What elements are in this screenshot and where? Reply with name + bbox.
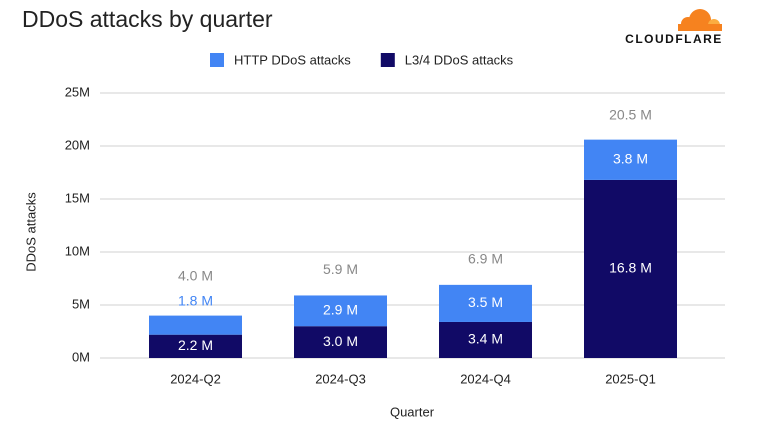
total-label: 6.9 M <box>468 251 503 267</box>
legend-label: HTTP DDoS attacks <box>234 52 351 67</box>
data-label: 2.9 M <box>323 302 358 318</box>
data-label: 16.8 M <box>609 260 652 276</box>
data-label: 3.0 M <box>323 333 358 349</box>
total-label: 5.9 M <box>323 261 358 277</box>
bar-segment <box>439 321 532 358</box>
bar-segment <box>439 284 532 322</box>
bar-segment <box>294 295 387 327</box>
logo-cloud <box>678 9 722 31</box>
chart-title: DDoS attacks by quarter <box>22 6 273 32</box>
x-tick-label: 2024-Q4 <box>460 371 511 386</box>
data-label: 3.4 M <box>468 331 503 347</box>
x-tick-label: 2025-Q1 <box>605 371 656 386</box>
y-tick-label: 15M <box>65 190 90 205</box>
bar-segment <box>294 326 387 358</box>
bar-segment <box>584 139 677 180</box>
bar-segment <box>149 334 242 358</box>
bar-segment <box>584 179 677 358</box>
y-tick-label: 20M <box>65 137 90 152</box>
y-tick-label: 0M <box>72 349 90 364</box>
y-tick-label: 10M <box>65 243 90 258</box>
y-tick-label: 25M <box>65 84 90 99</box>
x-axis-label: Quarter <box>390 404 435 419</box>
logo-text: CLOUDFLARE <box>625 32 723 46</box>
legend-label: L3/4 DDoS attacks <box>405 52 514 67</box>
y-tick-label: 5M <box>72 296 90 311</box>
legend-swatch <box>210 53 224 67</box>
data-label: 1.8 M <box>178 292 213 308</box>
bar-segment <box>149 315 242 335</box>
data-label: 3.5 M <box>468 294 503 310</box>
y-axis-label: DDoS attacks <box>23 192 38 272</box>
legend-swatch <box>380 53 395 67</box>
data-label: 2.2 M <box>178 337 213 353</box>
total-label: 4.0 M <box>178 267 213 283</box>
total-label: 20.5 M <box>609 106 652 122</box>
x-tick-label: 2024-Q2 <box>170 371 221 386</box>
x-tick-label: 2024-Q3 <box>315 371 366 386</box>
data-label: 3.8 M <box>613 150 648 166</box>
